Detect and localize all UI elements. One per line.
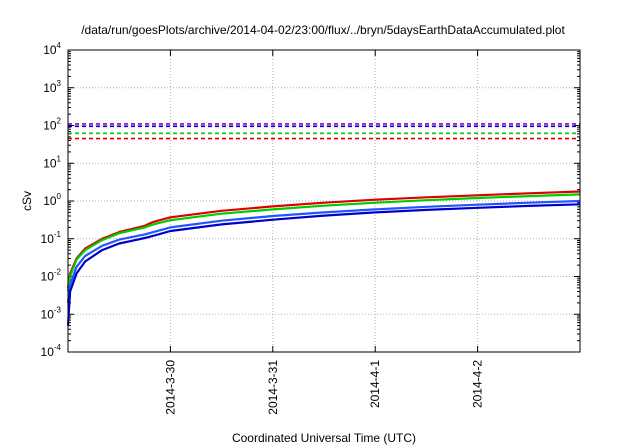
reference-lines	[68, 123, 580, 140]
y-tick-label: 10-2	[41, 268, 62, 284]
chart-title: /data/run/goesPlots/archive/2014-04-02/2…	[81, 23, 565, 37]
x-tick-label: 2014-3-30	[163, 360, 177, 415]
series-line	[66, 203, 581, 326]
plot-frame	[67, 49, 581, 353]
y-tick-label: 100	[43, 192, 61, 208]
y-tick-label: 10-4	[41, 343, 62, 359]
series-lines	[66, 190, 581, 326]
series-line	[66, 193, 581, 292]
y-tick-label: 102	[43, 117, 61, 133]
x-tick-label: 2014-4-1	[368, 360, 382, 408]
y-tick-label: 104	[43, 41, 61, 57]
grid	[68, 50, 580, 352]
x-axis-label: Coordinated Universal Time (UTC)	[232, 431, 416, 445]
x-tick-label: 2014-4-2	[471, 360, 485, 408]
y-tick-label: 10-1	[41, 230, 62, 246]
y-tick-label: 101	[43, 154, 61, 170]
y-tick-label: 103	[43, 79, 61, 95]
series-line	[66, 199, 581, 304]
y-axis-label: cSv	[20, 191, 34, 211]
y-tick-label: 10-3	[41, 305, 62, 321]
y-axis-ticks: 10-4 10-3 10-2 10-1 100 101 102 103 104	[41, 41, 580, 359]
x-tick-label: 2014-3-31	[266, 360, 280, 415]
x-axis-ticks: 2014-3-30 2014-3-31 2014-4-1 2014-4-2	[163, 50, 485, 415]
